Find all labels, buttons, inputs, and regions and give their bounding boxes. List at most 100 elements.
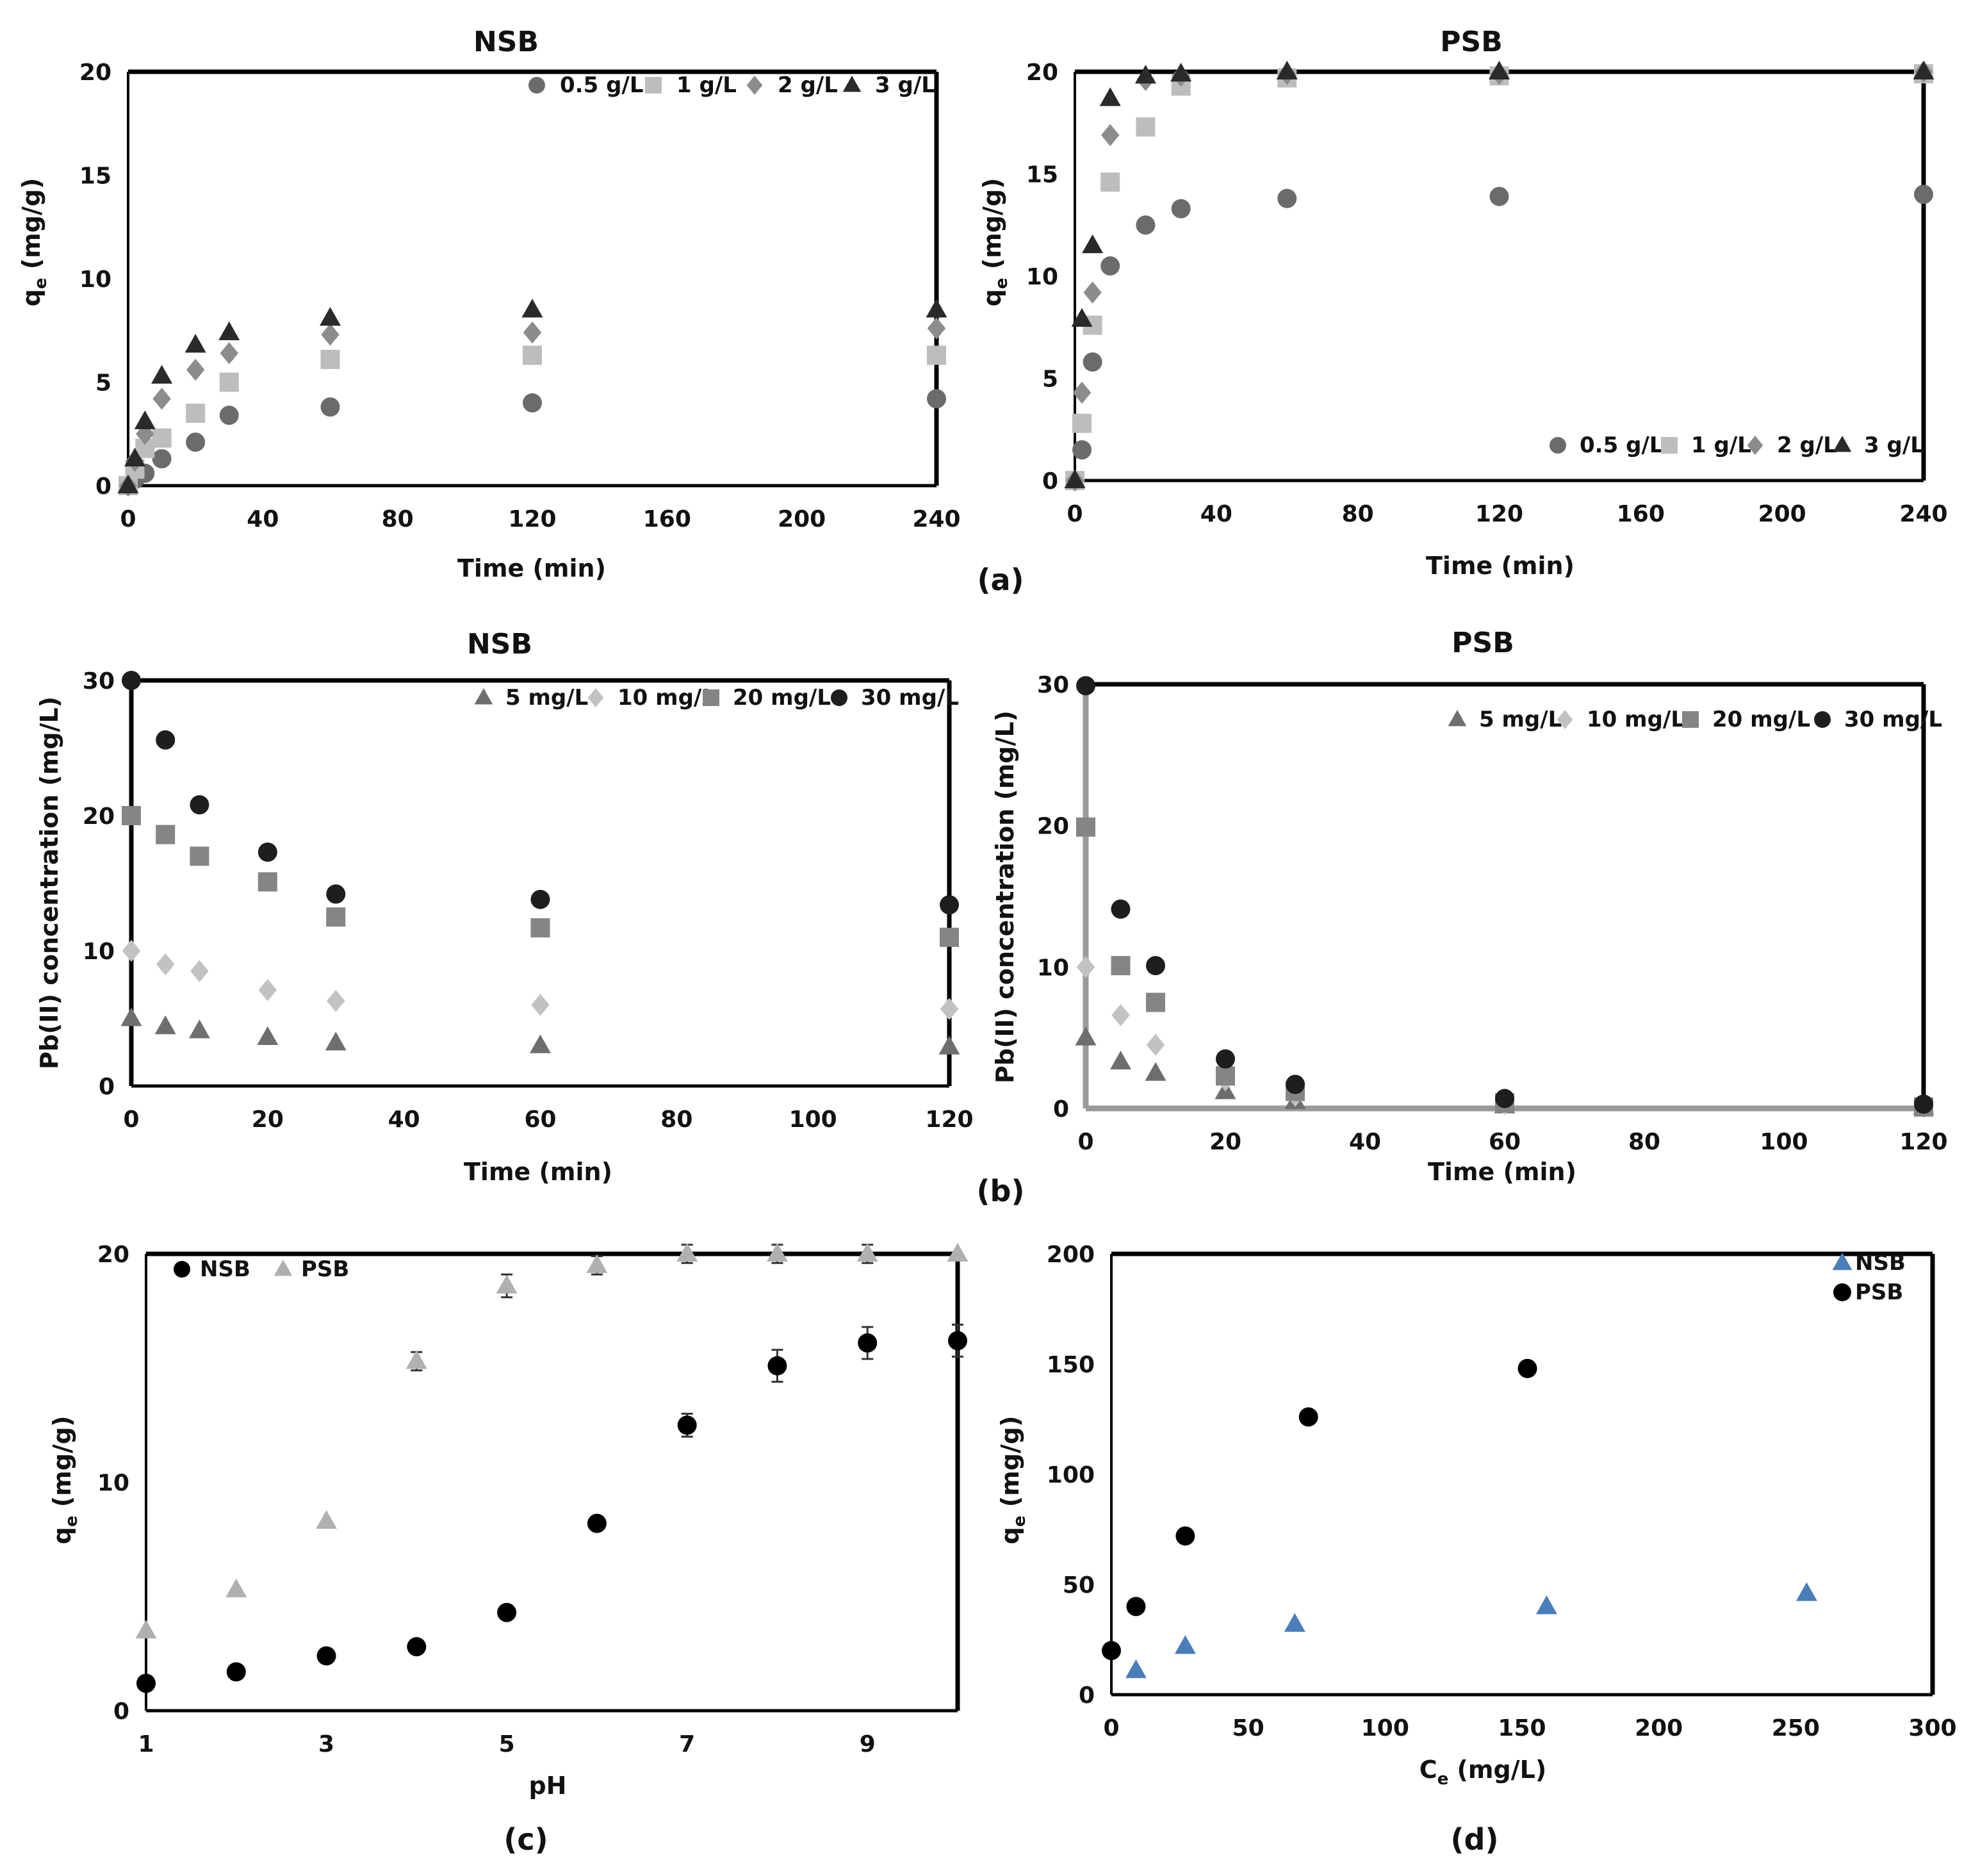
y-tick-label: 15 (1026, 162, 1058, 188)
x-tick-label: 120 (508, 506, 556, 532)
data-point (767, 1356, 787, 1376)
data-point (190, 846, 209, 866)
y-tick-label: 0 (1079, 1683, 1095, 1709)
x-tick-label: 120 (1475, 501, 1523, 527)
data-point (1125, 1659, 1147, 1679)
data-point (1134, 65, 1156, 84)
data-point (1083, 281, 1102, 304)
legend: NSB PSB (1832, 1250, 1906, 1305)
legend-label: 3 g/L (1864, 432, 1924, 458)
data-point (1102, 1641, 1121, 1661)
data-point (1111, 1004, 1130, 1026)
data-point (948, 1331, 967, 1351)
x-tick-label: 60 (524, 1107, 556, 1133)
data-point (1489, 186, 1509, 206)
x-axis-label: Ce (mg/L) (1419, 1756, 1546, 1789)
data-point (1174, 1635, 1196, 1654)
legend-marker (528, 77, 545, 94)
chart-b1: 0 20 40 60 80 100 120 0 10 20 30 NSB Time (min) Pb(II… (35, 628, 974, 1186)
data-point (927, 345, 946, 365)
data-point (927, 389, 946, 409)
chart-a2: 0 40 80 120 160 200 240 0 5 10 15 20 PSB Time (min) qe… (978, 26, 1948, 580)
data-point (1913, 60, 1934, 79)
x-tick-label: 40 (1349, 1129, 1381, 1155)
data-point (1517, 1358, 1537, 1378)
legend-label: 10 mg/L (617, 685, 716, 711)
legend-marker (587, 688, 604, 707)
x-tick-label: 1 (138, 1731, 154, 1757)
data-point (1082, 234, 1104, 254)
y-tick-label: 10 (79, 267, 111, 293)
data-point (856, 1242, 878, 1262)
data-point (1284, 1613, 1305, 1632)
legend-label: PSB (1855, 1279, 1903, 1305)
data-point (496, 1274, 518, 1294)
data-point (117, 474, 139, 493)
data-point (1286, 1074, 1305, 1094)
data-point (586, 1254, 608, 1273)
x-axis-label: pH (528, 1772, 566, 1800)
x-tick-label: 80 (1342, 501, 1374, 527)
y-axis-label: qe (mg/g) (978, 178, 1011, 307)
legend-label: PSB (301, 1256, 349, 1282)
x-tick-label: 7 (679, 1731, 695, 1757)
legend-label: 30 mg/L (1844, 707, 1942, 732)
x-tick-label: 250 (1772, 1715, 1820, 1741)
y-axis-label: qe (mg/g) (17, 178, 51, 307)
legend-marker (1448, 710, 1467, 727)
x-axis-label: Time (min) (1428, 1158, 1576, 1186)
legend-marker (831, 689, 847, 706)
data-point (766, 1242, 788, 1262)
data-point (1083, 352, 1102, 372)
data-point (122, 806, 141, 825)
data-point (1076, 956, 1095, 978)
legend-label: 3 g/L (875, 72, 935, 98)
data-point (190, 960, 209, 982)
chart-title: PSB (1452, 627, 1514, 659)
legend-marker (1833, 436, 1852, 452)
series-psb (135, 1242, 969, 1639)
data-point (186, 403, 206, 423)
data-point (320, 349, 340, 369)
data-point (120, 1007, 142, 1026)
data-point (587, 1513, 607, 1533)
series-3-g-l (1064, 60, 1934, 488)
x-tick-label: 200 (1758, 501, 1806, 527)
y-tick-label: 5 (95, 370, 111, 397)
data-point (219, 372, 239, 392)
data-point (940, 998, 959, 1020)
data-point (1100, 256, 1120, 276)
data-point (156, 730, 176, 750)
legend-label: 5 mg/L (505, 685, 588, 711)
data-point (530, 889, 550, 909)
data-point (320, 307, 341, 326)
data-point (1175, 1526, 1195, 1546)
x-tick-label: 300 (1908, 1715, 1956, 1741)
x-tick-label: 240 (912, 506, 960, 532)
data-point (257, 1026, 279, 1046)
data-point (676, 1242, 698, 1262)
x-tick-label: 40 (247, 506, 279, 532)
x-tick-label: 80 (1628, 1129, 1660, 1155)
legend-marker (703, 689, 719, 706)
legend-marker (474, 688, 493, 705)
x-tick-label: 20 (252, 1107, 284, 1133)
legend-label: 30 mg/L (861, 685, 959, 711)
y-tick-label: 0 (99, 1074, 115, 1100)
legend-marker (174, 1261, 190, 1278)
data-point (1100, 172, 1120, 192)
legend-marker (1557, 710, 1573, 729)
x-tick-label: 0 (1103, 1715, 1119, 1741)
x-tick-label: 5 (499, 1731, 515, 1757)
data-point (258, 872, 277, 892)
data-point (326, 884, 346, 904)
y-tick-label: 30 (1037, 672, 1069, 698)
data-point (1145, 1062, 1166, 1081)
data-point (135, 1619, 157, 1639)
legend: 0.5 g/L 1 g/L 2 g/L 3 g/L (528, 72, 935, 98)
x-tick-label: 240 (1899, 501, 1947, 527)
legend: NSB PSB (174, 1256, 349, 1282)
data-point (1076, 676, 1095, 696)
y-tick-label: 10 (1037, 955, 1069, 981)
